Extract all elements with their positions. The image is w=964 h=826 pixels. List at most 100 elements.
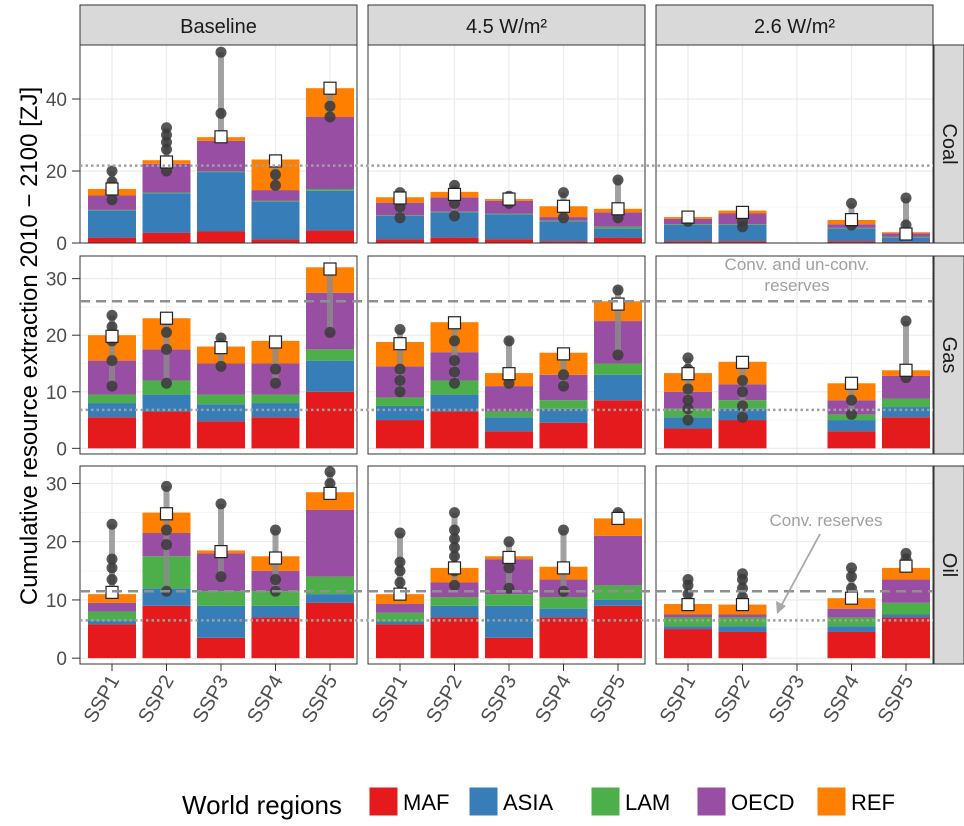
bar-segment-asia	[251, 605, 300, 618]
bar-segment-lam	[882, 602, 930, 615]
bar-segment-asia	[594, 228, 642, 238]
bar-segment-asia	[539, 608, 588, 618]
bar-segment-lam	[376, 612, 424, 622]
bar-segment-maf	[594, 400, 642, 449]
scenario-point	[324, 111, 336, 123]
bar-segment-asia	[376, 405, 424, 421]
bar-segment-oecd	[664, 614, 712, 618]
bar-segment-asia	[88, 210, 136, 238]
scenario-point	[682, 394, 694, 406]
bar-segment-lam	[376, 397, 424, 406]
bar-segment-oecd	[376, 604, 424, 613]
bar-segment-maf	[485, 239, 533, 243]
bar-segment-lam	[88, 611, 136, 621]
bar-segment-maf	[485, 431, 533, 449]
column-strip	[655, 4, 934, 46]
bar-segment-oecd	[827, 608, 876, 618]
scenario-point	[449, 533, 460, 545]
marker-square	[556, 561, 571, 575]
legend-label: LAM	[625, 790, 670, 815]
legend-swatch-maf	[368, 786, 399, 817]
plot-area: Baseline 4.5 W/m² 2.6 W/m² Coal 0 20 40 Gas 0 10 2…	[46, 4, 964, 727]
marker-square	[502, 192, 516, 206]
bar-segment-maf	[88, 417, 136, 449]
scenario-point	[161, 524, 172, 536]
scenario-point	[161, 377, 172, 389]
scenario-point	[558, 212, 569, 224]
column-strip	[367, 4, 646, 46]
x-tick-label: SSP3	[765, 672, 810, 727]
scenario-point	[449, 210, 460, 222]
marker-square	[899, 227, 913, 241]
marker-square	[735, 205, 750, 219]
scenario-point	[106, 321, 118, 333]
legend-swatch-ref	[816, 786, 847, 817]
bar-segment-asia	[306, 360, 354, 392]
bar-segment-asia	[485, 417, 533, 432]
bar-segment-maf	[197, 231, 245, 243]
marker-square	[268, 154, 283, 168]
scenario-point	[682, 383, 694, 395]
annotation-arrowhead	[776, 601, 786, 614]
scenario-point	[161, 326, 172, 338]
scenario-point	[215, 571, 227, 583]
scenario-point	[900, 547, 912, 559]
bar-segment-asia	[197, 404, 245, 422]
panel-border	[367, 44, 646, 244]
bar-segment-oecd	[251, 190, 300, 201]
scenario-point	[503, 377, 515, 389]
bar-segment-ref	[594, 518, 642, 536]
scenario-point	[215, 107, 227, 119]
bar-segment-asia	[594, 599, 642, 606]
scenario-point	[682, 352, 694, 364]
scenario-point	[394, 363, 406, 375]
bar-segment-lam	[539, 597, 588, 609]
scenario-point	[503, 536, 515, 548]
scenario-point	[612, 349, 624, 361]
scenario-point	[846, 408, 857, 420]
legend-swatch-lam	[590, 786, 621, 817]
marker-square	[214, 545, 228, 559]
scenario-point	[737, 386, 748, 398]
scenario-point	[558, 369, 569, 381]
x-tick-label: SSP3	[189, 672, 234, 727]
scenario-point	[737, 400, 748, 412]
scenario-point	[161, 539, 172, 551]
column-strip-label: 2.6 W/m²	[754, 16, 835, 38]
bar-segment-maf	[539, 617, 588, 659]
bar-segment-lam	[197, 394, 245, 405]
scenario-point	[215, 46, 227, 58]
bar-segment-asia	[718, 225, 767, 242]
bar-segment-lam	[306, 576, 354, 595]
scenario-point	[737, 374, 748, 386]
marker-square	[159, 507, 174, 521]
scenario-point	[270, 574, 281, 586]
scenario-point	[503, 335, 515, 347]
scenario-point	[270, 377, 281, 389]
legend-label: REF	[851, 790, 895, 815]
y-tick-label: 20	[46, 326, 67, 347]
x-tick-label: SSP1	[656, 672, 701, 727]
scenario-point	[324, 466, 336, 478]
scenario-point	[737, 568, 748, 580]
y-tick-label: 30	[46, 474, 67, 495]
bar-segment-asia	[827, 228, 876, 242]
y-tick-label: 40	[46, 90, 67, 111]
bar-segment-lam	[197, 591, 245, 606]
panel-border	[655, 465, 934, 665]
x-tick-label: SSP3	[477, 672, 522, 727]
bar-segment-maf	[827, 241, 876, 243]
y-tick-label: 10	[46, 591, 67, 612]
marker-square	[214, 130, 228, 144]
bar-segment-maf	[376, 420, 424, 449]
bar-segment-asia	[376, 216, 424, 240]
bar-segment-maf	[197, 421, 245, 449]
bar-segment-asia	[142, 193, 191, 233]
legend-swatch-oecd	[696, 786, 727, 817]
scenario-point	[737, 411, 748, 423]
bar-segment-maf	[142, 605, 191, 659]
annotation-text: Conv. and un-conv.	[725, 255, 870, 274]
bar-segment-asia	[827, 626, 876, 632]
x-tick-label: SSP5	[586, 672, 631, 727]
marker-square	[611, 511, 625, 526]
